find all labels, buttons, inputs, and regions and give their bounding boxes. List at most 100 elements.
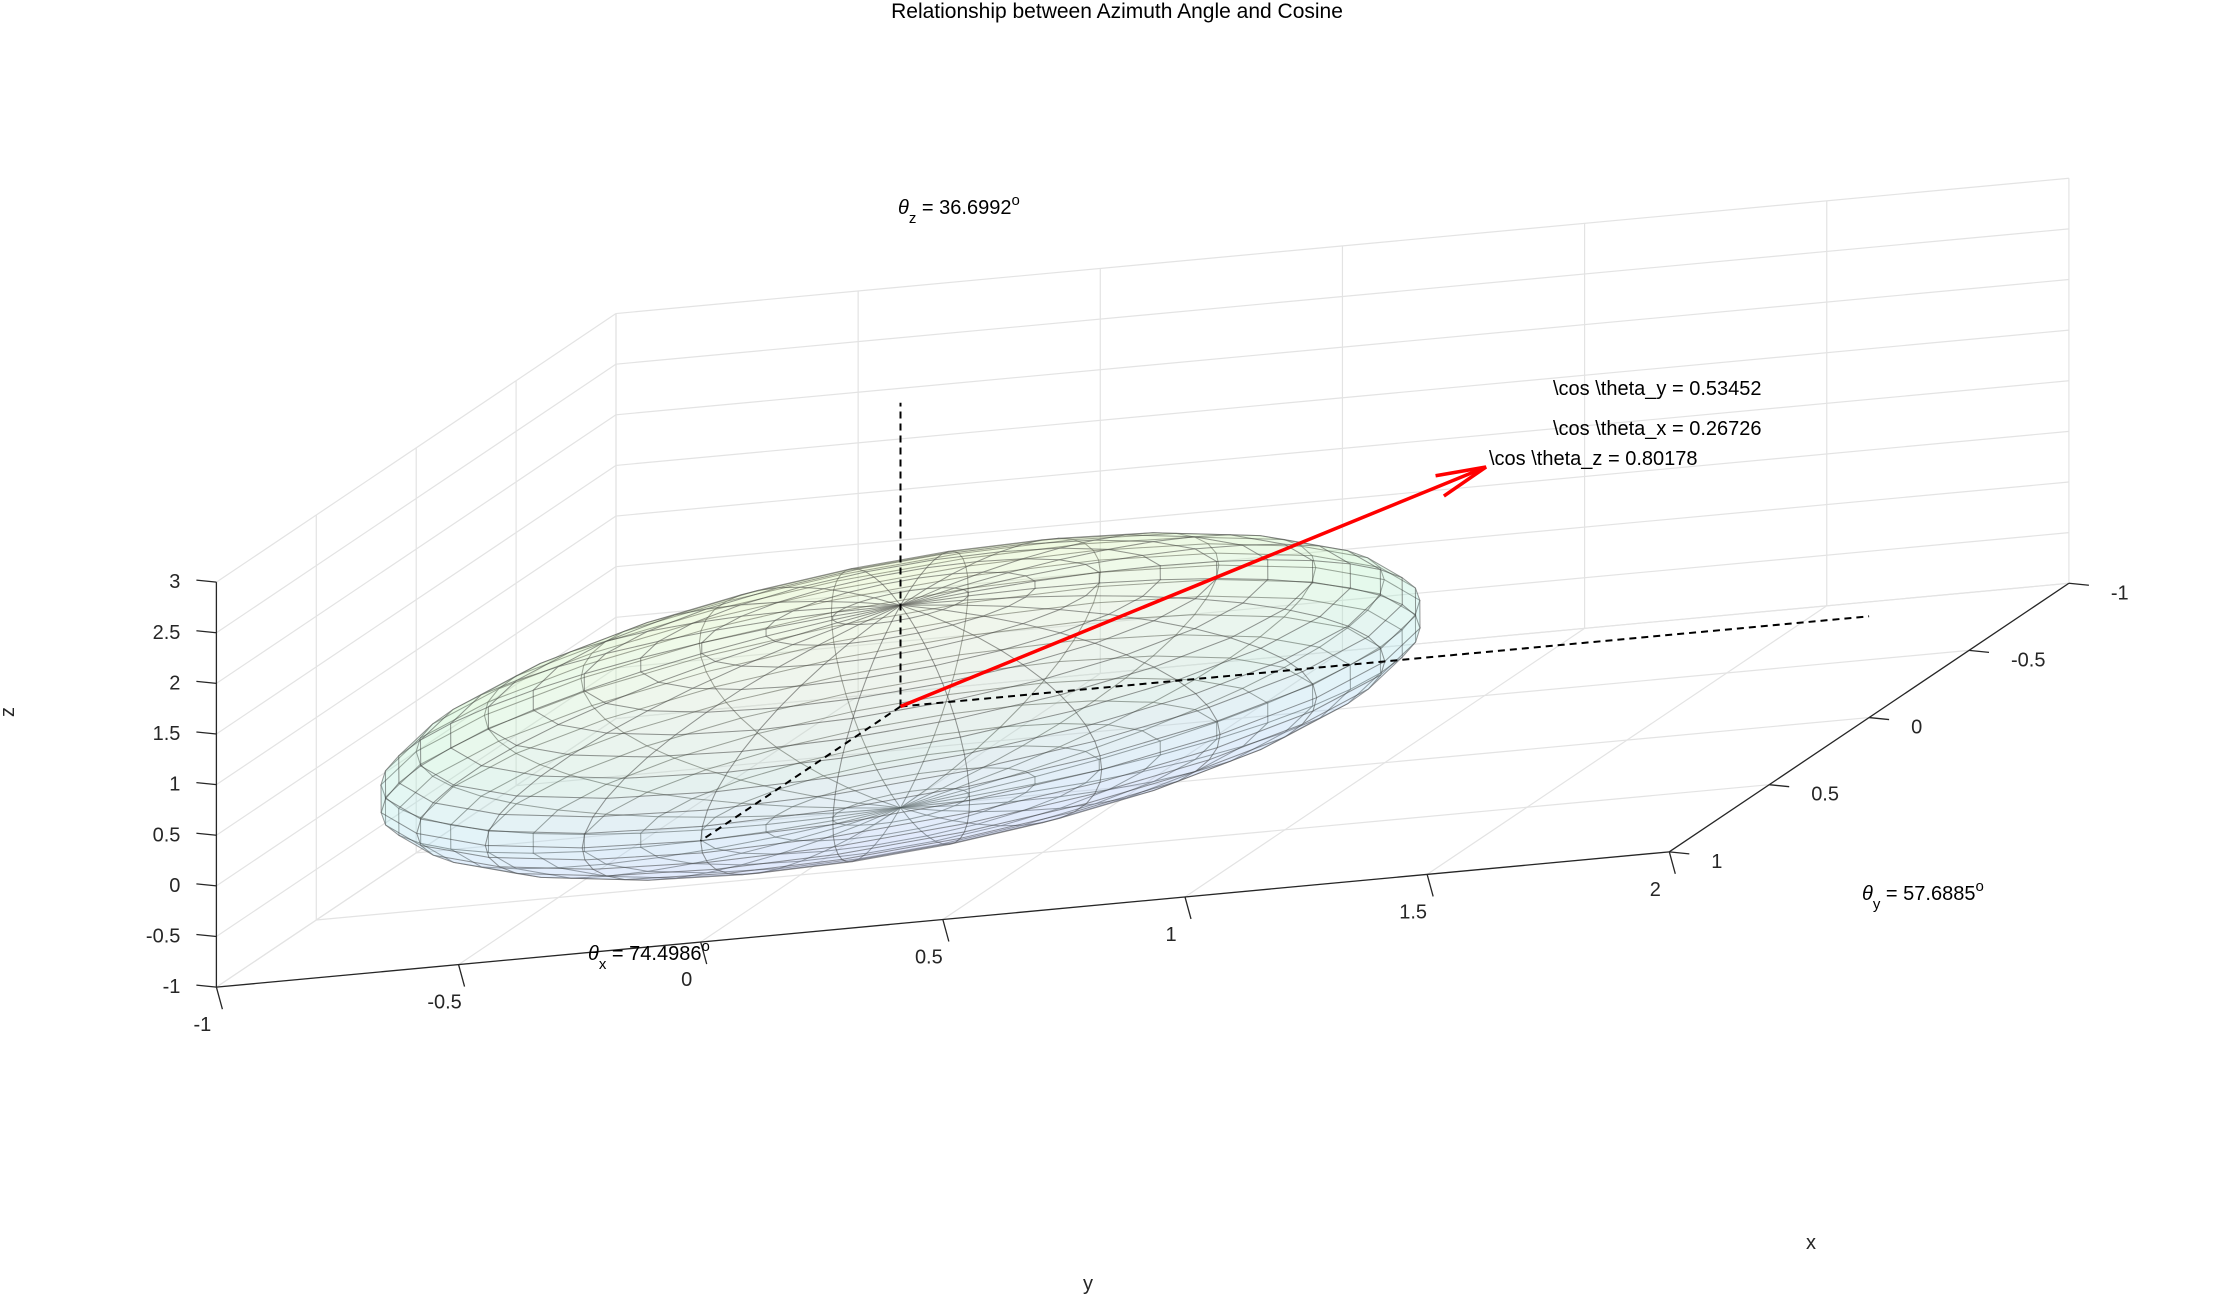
grid-line xyxy=(216,566,617,836)
surface-face xyxy=(1059,539,1154,550)
surface-face xyxy=(1021,534,1126,545)
surface-face xyxy=(384,782,435,820)
surface-face xyxy=(900,792,969,809)
surface-face xyxy=(962,587,1037,601)
surface-face xyxy=(420,842,482,868)
grid-line xyxy=(1426,605,1828,875)
surface-face xyxy=(925,767,984,791)
surface-face xyxy=(962,543,1095,567)
surface-face xyxy=(799,657,876,687)
surface-face xyxy=(484,830,586,849)
surface-face xyxy=(900,787,955,809)
surface-face xyxy=(487,689,534,730)
surface-face xyxy=(831,807,901,818)
surface-face xyxy=(881,773,919,796)
surface-face xyxy=(967,571,1101,604)
grid-line xyxy=(216,414,617,684)
surface-face xyxy=(569,732,677,758)
x-tick-mark xyxy=(1769,784,1790,788)
surface-face xyxy=(584,809,709,835)
surface-face xyxy=(890,806,911,823)
surface-face xyxy=(968,768,1103,814)
surface-face xyxy=(926,636,1003,667)
surface-face xyxy=(1022,789,1109,812)
surface-face xyxy=(965,550,1100,577)
surface-face xyxy=(380,811,422,847)
surface-face xyxy=(419,747,483,786)
surface-face xyxy=(900,807,943,816)
surface-face xyxy=(765,615,834,637)
surface-face xyxy=(741,600,818,617)
surface-face xyxy=(1021,642,1128,681)
surface-face xyxy=(1083,536,1210,552)
surface-face xyxy=(834,753,968,795)
surface-face xyxy=(431,740,518,788)
surface-face xyxy=(926,571,984,590)
surface-face xyxy=(1215,552,1317,569)
surface-face xyxy=(1099,733,1221,783)
surface-face xyxy=(831,604,901,618)
surface-face xyxy=(952,767,1026,791)
surface-face xyxy=(483,664,585,717)
surface-face xyxy=(715,640,795,667)
surface-face xyxy=(976,623,1063,651)
surface-face xyxy=(765,816,834,833)
surface-face xyxy=(900,589,970,606)
theta-z-label: θz = 36.6992o xyxy=(898,192,1020,227)
surface-face xyxy=(605,622,693,655)
surface-face xyxy=(1024,769,1101,794)
cos-theta-z-label: \cos \theta_z = 0.80178 xyxy=(1489,448,1698,470)
surface-face xyxy=(1176,736,1286,782)
surface-face xyxy=(516,640,607,682)
surface-face xyxy=(673,732,780,771)
surface-face xyxy=(1020,722,1109,748)
surface-face xyxy=(1058,613,1156,644)
x-tick-mark xyxy=(1869,716,1890,721)
surface-face xyxy=(1401,576,1417,617)
surface-face xyxy=(1020,677,1128,706)
surface-face xyxy=(1319,545,1381,571)
surface-face xyxy=(1024,750,1101,778)
surface-face xyxy=(1007,559,1086,577)
surface-face xyxy=(900,789,970,809)
surface-face xyxy=(1230,717,1321,762)
surface-face xyxy=(740,717,854,753)
surface-face xyxy=(1216,683,1318,736)
y-tick-label: -1 xyxy=(194,1014,212,1036)
surface-face xyxy=(1367,603,1417,650)
surface-face xyxy=(570,614,675,653)
surface-face xyxy=(954,811,1075,843)
surface-face xyxy=(873,828,929,846)
grid-line xyxy=(615,430,2069,568)
grid-line xyxy=(942,650,1343,920)
surface-face xyxy=(1084,579,1162,597)
surface-face xyxy=(850,693,950,731)
z-tick-label: 3 xyxy=(169,571,180,593)
y-tick-mark xyxy=(700,941,708,965)
surface-face xyxy=(700,831,777,850)
surface-face xyxy=(846,779,893,800)
surface-face xyxy=(764,812,839,826)
surface-face xyxy=(486,851,561,870)
surface-face xyxy=(380,770,387,813)
surface-face xyxy=(926,810,984,822)
surface-face xyxy=(963,725,1096,772)
surface-face xyxy=(1006,595,1087,611)
surface-face xyxy=(952,810,1023,825)
surface-face xyxy=(1194,534,1285,546)
surface-face xyxy=(952,596,1027,607)
surface-face xyxy=(605,857,693,872)
surface-face xyxy=(704,747,802,781)
surface-face xyxy=(532,673,585,711)
surface-face xyxy=(623,594,742,632)
z-tick-label: 2.5 xyxy=(153,622,181,644)
surface-face xyxy=(1283,625,1370,673)
surface-face xyxy=(486,652,594,704)
surface-face xyxy=(837,604,901,625)
surface-face xyxy=(640,829,703,848)
surface-face xyxy=(416,818,490,846)
surface-face xyxy=(516,873,625,881)
surface-face xyxy=(622,701,742,747)
surface-face xyxy=(1379,629,1403,674)
surface-face xyxy=(380,797,422,835)
